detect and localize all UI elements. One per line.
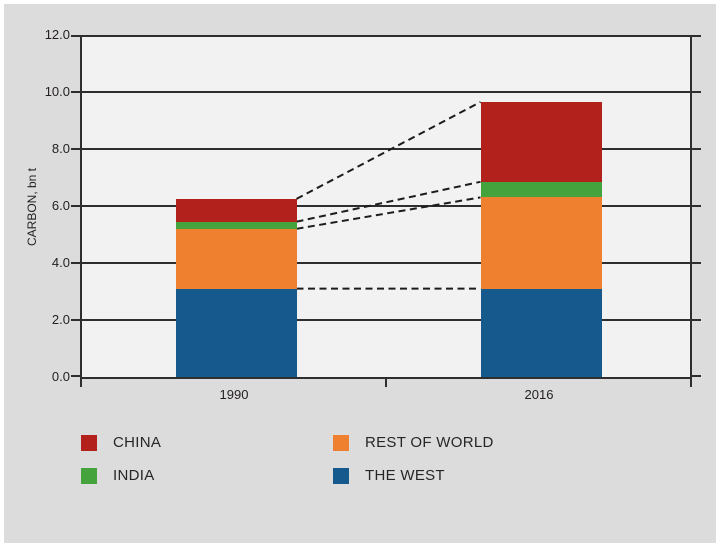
bar-segment-rest-of-world-1990 xyxy=(175,228,297,289)
legend-label: CHINA xyxy=(113,434,162,451)
stacked-bar-2016 xyxy=(480,102,602,377)
legend-label: INDIA xyxy=(113,467,155,484)
y-tick-right-2 xyxy=(692,319,701,321)
bar-segment-china-2016 xyxy=(480,102,602,182)
y-tick-label-6.0: 6.0 xyxy=(51,198,70,213)
legend-item-india: INDIA xyxy=(81,468,333,484)
legend-item-china: CHINA xyxy=(81,435,333,451)
gridline-4 xyxy=(82,262,690,264)
legend-swatch-rest-of-world xyxy=(333,435,349,451)
bar-segment-rest-of-world-2016 xyxy=(480,197,602,289)
trend-connector-lines xyxy=(296,101,481,290)
bar-segment-the-west-1990 xyxy=(175,288,297,377)
bar-segment-india-1990 xyxy=(175,221,297,229)
y-tick-left-12 xyxy=(71,35,80,37)
stacked-bar-1990 xyxy=(175,198,297,377)
legend-swatch-india xyxy=(81,468,97,484)
gridline-10 xyxy=(82,91,690,93)
y-tick-left-0 xyxy=(71,375,80,377)
x-tick-label-2016: 2016 xyxy=(524,387,554,402)
y-tick-right-12 xyxy=(692,35,701,37)
gridline-8 xyxy=(82,148,690,150)
y-tick-left-4 xyxy=(71,262,80,264)
y-tick-label-12.0: 12.0 xyxy=(44,27,70,42)
gridline-6 xyxy=(82,205,690,207)
y-tick-label-4.0: 4.0 xyxy=(51,255,70,270)
y-tick-right-10 xyxy=(692,91,701,93)
legend-label: THE WEST xyxy=(365,467,445,484)
x-axis-tick-2 xyxy=(690,379,692,387)
y-tick-label-0.0: 0.0 xyxy=(51,369,70,384)
legend: CHINA INDIA REST OF WORLD THE WEST xyxy=(81,435,494,484)
gridline-2 xyxy=(82,319,690,321)
y-tick-left-6 xyxy=(71,205,80,207)
y-tick-left-8 xyxy=(71,148,80,150)
y-tick-right-8 xyxy=(692,148,701,150)
y-tick-label-2.0: 2.0 xyxy=(51,312,70,327)
bar-segment-india-2016 xyxy=(480,181,602,198)
y-tick-right-4 xyxy=(692,262,701,264)
y-tick-label-8.0: 8.0 xyxy=(51,141,70,156)
y-tick-left-2 xyxy=(71,319,80,321)
y-tick-left-10 xyxy=(71,91,80,93)
bar-segment-the-west-2016 xyxy=(480,288,602,377)
x-axis-tick-0 xyxy=(80,379,82,387)
y-tick-right-0 xyxy=(692,375,701,377)
connector-china-top xyxy=(296,101,481,200)
legend-swatch-the-west xyxy=(333,468,349,484)
x-tick-label-1990: 1990 xyxy=(219,387,249,402)
legend-item-the-west: THE WEST xyxy=(333,468,494,484)
y-tick-right-6 xyxy=(692,205,701,207)
connector-rest-of-world-top xyxy=(296,196,481,230)
y-tick-label-10.0: 10.0 xyxy=(44,84,70,99)
plot-area xyxy=(71,35,701,387)
connector-india-top xyxy=(296,180,481,223)
gridline-12 xyxy=(82,35,690,37)
legend-item-rest-of-world: REST OF WORLD xyxy=(333,435,494,451)
legend-swatch-china xyxy=(81,435,97,451)
bar-segment-china-1990 xyxy=(175,198,297,222)
x-axis-tick-1 xyxy=(385,379,387,387)
legend-label: REST OF WORLD xyxy=(365,434,494,451)
